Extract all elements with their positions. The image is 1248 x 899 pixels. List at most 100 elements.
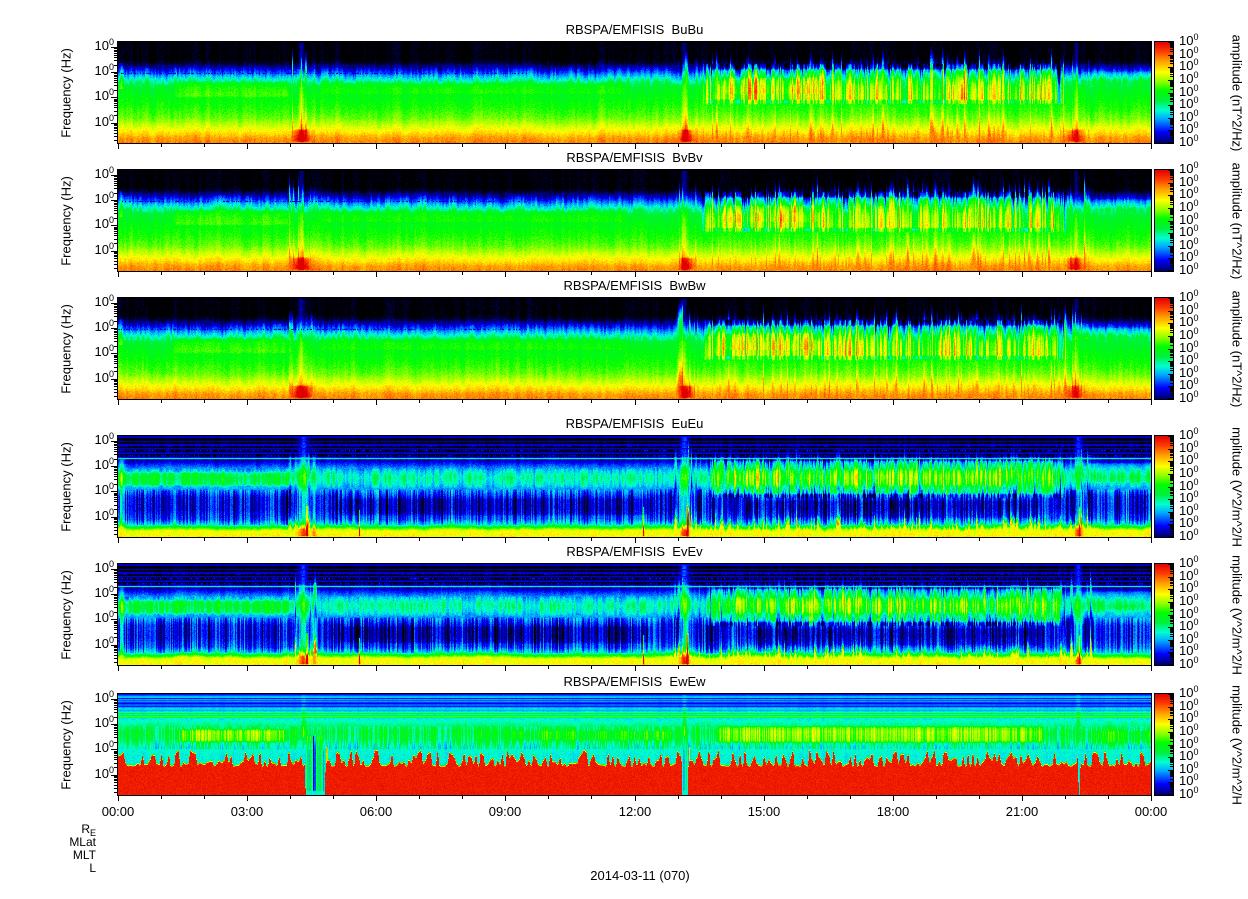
time-tick-label: 00:00 (101, 804, 135, 819)
colorbar-minor-tick (1170, 327, 1173, 328)
y-minor-tick (114, 493, 117, 494)
colorbar-minor-tick (1170, 514, 1173, 515)
colorbar-minor-tick (1170, 80, 1173, 81)
y-minor-tick (114, 459, 117, 460)
colorbar-minor-tick (1170, 785, 1173, 786)
x-minor-tick (161, 144, 162, 147)
colorbar-minor-tick (1170, 314, 1173, 315)
colorbar-minor-tick (1170, 251, 1173, 252)
x-major-tick (764, 796, 765, 801)
colorbar-minor-tick (1170, 605, 1173, 606)
y-major-tick (111, 353, 117, 354)
y-tick-label: 100 (94, 714, 114, 730)
y-minor-tick (114, 751, 117, 752)
date-label: 2014-03-11 (070) (590, 868, 690, 883)
y-minor-tick (114, 107, 117, 108)
x-major-tick (376, 538, 377, 543)
x-major-tick (893, 666, 894, 671)
y-minor-tick (114, 256, 117, 257)
colorbar-minor-tick (1170, 712, 1173, 713)
x-major-tick (635, 144, 636, 149)
y-minor-tick (114, 700, 117, 701)
colorbar-minor-tick (1170, 724, 1173, 725)
colorbar-minor-tick (1170, 759, 1173, 760)
y-minor-tick (114, 575, 117, 576)
colorbar-minor-tick (1170, 177, 1173, 178)
colorbar-minor-tick (1170, 506, 1173, 507)
y-minor-tick (114, 357, 117, 358)
time-tick-label: 06:00 (359, 804, 393, 819)
colorbar-minor-tick (1170, 646, 1173, 647)
y-major-tick (111, 749, 117, 750)
plot-frame-ewew (117, 693, 1152, 796)
y-minor-tick (114, 469, 117, 470)
y-tick-label: 100 (94, 37, 114, 53)
colorbar-minor-tick (1170, 352, 1173, 353)
colorbar-minor-tick (1170, 468, 1173, 469)
colorbar-tick-label: 100 (1179, 185, 1199, 201)
colorbar-minor-tick (1170, 709, 1173, 710)
colorbar-minor-tick (1170, 362, 1173, 363)
colorbar-minor-tick (1170, 738, 1173, 739)
colorbar-minor-tick (1170, 451, 1173, 452)
x-minor-tick (161, 538, 162, 541)
y-minor-tick (114, 105, 117, 106)
colorbar-tick-label: 100 (1179, 785, 1199, 801)
colorbar-minor-tick (1170, 336, 1173, 337)
x-minor-tick (1065, 796, 1066, 799)
y-tick-label: 100 (94, 215, 114, 231)
colorbar-minor-tick (1170, 58, 1173, 59)
y-minor-tick (114, 355, 117, 356)
x-minor-tick (678, 272, 679, 275)
y-minor-tick (114, 623, 117, 624)
colorbar-minor-tick (1170, 517, 1173, 518)
x-major-tick (1151, 538, 1152, 543)
colorbar-major-tick (1168, 782, 1173, 783)
colorbar-minor-tick (1170, 395, 1173, 396)
colorbar-minor-tick (1170, 68, 1173, 69)
y-minor-tick (114, 255, 117, 256)
y-minor-tick (114, 579, 117, 580)
x-minor-tick (936, 666, 937, 669)
x-minor-tick (204, 400, 205, 403)
colorbar-minor-tick (1170, 60, 1173, 61)
y-major-tick (111, 47, 117, 48)
colorbar-minor-tick (1170, 775, 1173, 776)
y-minor-tick (114, 346, 117, 347)
colorbar-major-tick (1168, 652, 1173, 653)
colorbar-minor-tick (1170, 325, 1173, 326)
x-major-tick (247, 666, 248, 671)
y-minor-tick (114, 386, 117, 387)
colorbar-tick-label: 100 (1179, 45, 1199, 61)
colorbar-minor-tick (1170, 338, 1173, 339)
time-tick-label: 15:00 (747, 804, 781, 819)
colorbar-minor-tick (1170, 477, 1173, 478)
colorbar-minor-tick (1170, 631, 1173, 632)
x-minor-tick (333, 796, 334, 799)
colorbar-minor-tick (1170, 337, 1173, 338)
y-minor-tick (114, 727, 117, 728)
colorbar-minor-tick (1170, 645, 1173, 646)
colorbar-minor-tick (1170, 109, 1173, 110)
colorbar-minor-tick (1170, 198, 1173, 199)
y-minor-tick (114, 621, 117, 622)
y-minor-tick (114, 384, 117, 385)
colorbar-tick-label: 100 (1179, 605, 1199, 621)
colorbar-minor-tick (1170, 699, 1173, 700)
colorbar-minor-tick (1170, 513, 1173, 514)
x-minor-tick (721, 796, 722, 799)
colorbar-minor-tick (1170, 174, 1173, 175)
colorbar-minor-tick (1170, 722, 1173, 723)
x-major-tick (1022, 796, 1023, 801)
colorbar-minor-tick (1170, 134, 1173, 135)
x-minor-tick (204, 272, 205, 275)
colorbar-minor-tick (1170, 99, 1173, 100)
y-minor-tick (114, 239, 117, 240)
y-minor-tick (114, 570, 117, 571)
y-tick-label: 100 (94, 765, 114, 781)
x-major-tick (764, 400, 765, 405)
colorbar-tick-label: 100 (1179, 70, 1199, 86)
colorbar-major-tick (1168, 589, 1173, 590)
x-minor-tick (548, 144, 549, 147)
colorbar-minor-tick (1170, 697, 1173, 698)
